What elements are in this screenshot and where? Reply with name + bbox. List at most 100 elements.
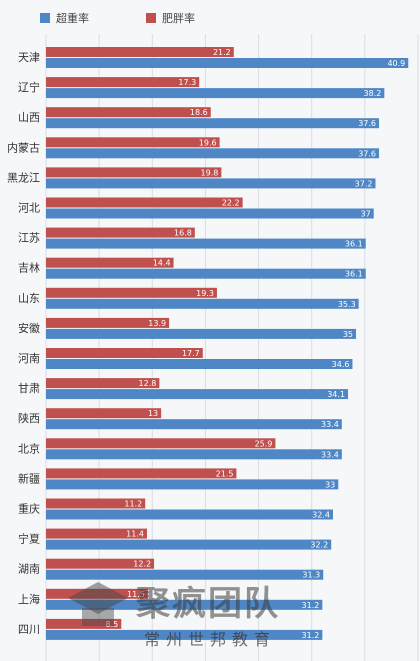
- bar-obesity: [46, 287, 217, 298]
- data-label-obesity: 13: [148, 409, 158, 418]
- data-label-overweight: 31.2: [302, 631, 320, 640]
- bar-overweight: [46, 88, 385, 99]
- legend-swatch-overweight: [40, 13, 50, 23]
- bar-obesity: [46, 468, 237, 479]
- data-label-overweight: 31.3: [302, 571, 320, 580]
- bar-obesity: [46, 167, 222, 178]
- data-label-overweight: 33: [325, 480, 335, 489]
- bar-obesity: [46, 317, 170, 328]
- category-label: 北京: [18, 441, 40, 455]
- bar-overweight: [46, 178, 376, 189]
- category-label: 宁夏: [18, 532, 40, 546]
- category-label: 湖南: [18, 563, 40, 576]
- data-label-obesity: 12.2: [133, 560, 151, 569]
- category-label: 黑龙江: [7, 171, 40, 184]
- bar-overweight: [46, 389, 349, 400]
- data-label-obesity: 11.4: [126, 530, 144, 539]
- data-label-obesity: 22.2: [222, 199, 240, 208]
- bar-obesity: [46, 137, 220, 148]
- category-label: 上海: [18, 592, 40, 606]
- bar-overweight: [46, 569, 324, 580]
- bar-obesity: [46, 498, 146, 509]
- bar-overweight: [46, 298, 359, 309]
- bar-overweight: [46, 419, 342, 430]
- category-label: 江苏: [18, 232, 40, 245]
- bar-overweight: [46, 599, 323, 610]
- data-label-obesity: 11.2: [124, 500, 142, 509]
- data-label-obesity: 8.5: [106, 620, 119, 629]
- bar-obesity: [46, 197, 243, 208]
- bar-obesity: [46, 528, 147, 539]
- data-label-obesity: 17.3: [178, 78, 196, 87]
- legend-item-obesity: 肥胖率: [146, 10, 195, 26]
- data-label-overweight: 37.2: [355, 179, 373, 188]
- data-label-overweight: 37: [361, 210, 371, 219]
- data-label-obesity: 25.9: [255, 439, 273, 448]
- legend-label-overweight: 超重率: [56, 12, 89, 25]
- category-label: 山东: [18, 292, 40, 305]
- legend-swatch-obesity: [146, 13, 156, 23]
- bar-overweight: [46, 118, 380, 129]
- bar-overweight: [46, 479, 339, 490]
- data-label-obesity: 17.7: [182, 349, 200, 358]
- data-label-overweight: 33.4: [321, 450, 339, 459]
- data-label-obesity: 21.2: [213, 48, 231, 57]
- category-label: 吉林: [18, 261, 40, 275]
- data-label-overweight: 37.6: [358, 119, 376, 128]
- data-label-overweight: 35.3: [338, 300, 356, 309]
- bar-overweight: [46, 629, 323, 640]
- bar-overweight: [46, 328, 356, 339]
- bar-obesity: [46, 378, 160, 389]
- bar-overweight: [46, 268, 366, 279]
- legend: 超重率 肥胖率: [0, 10, 420, 28]
- category-label: 新疆: [18, 471, 40, 485]
- category-label: 辽宁: [18, 80, 40, 94]
- data-label-obesity: 19.6: [199, 138, 217, 147]
- bar-overweight: [46, 539, 332, 550]
- bar-obesity: [46, 438, 276, 449]
- bar-overweight: [46, 238, 366, 249]
- legend-label-obesity: 肥胖率: [162, 12, 195, 25]
- bar-overweight: [46, 359, 353, 369]
- data-label-overweight: 38.2: [364, 89, 382, 98]
- bar-obesity: [46, 348, 203, 358]
- category-label: 甘肃: [18, 382, 40, 395]
- data-label-obesity: 19.8: [201, 168, 219, 177]
- data-label-obesity: 19.3: [196, 289, 214, 298]
- bar-obesity: [46, 47, 234, 57]
- category-label: 安徽: [18, 321, 40, 335]
- legend-item-overweight: 超重率: [40, 10, 89, 26]
- data-label-obesity: 16.8: [174, 229, 192, 238]
- data-label-obesity: 12.8: [139, 379, 157, 388]
- bar-overweight: [46, 148, 380, 159]
- data-label-overweight: 32.4: [312, 511, 330, 520]
- data-label-overweight: 32.2: [310, 541, 328, 550]
- bar-obesity: [46, 227, 195, 238]
- category-label: 四川: [18, 623, 40, 636]
- data-label-overweight: 36.1: [345, 240, 363, 249]
- data-label-obesity: 13.9: [148, 319, 166, 328]
- data-label-overweight: 34.6: [332, 360, 350, 369]
- data-label-overweight: 37.6: [358, 149, 376, 158]
- data-label-obesity: 18.6: [190, 108, 208, 117]
- data-label-overweight: 40.9: [387, 59, 405, 68]
- data-label-obesity: 11.5: [127, 590, 145, 599]
- category-label: 山西: [18, 111, 40, 124]
- bar-obesity: [46, 618, 122, 629]
- data-label-obesity: 14.4: [153, 259, 171, 268]
- data-label-obesity: 21.5: [216, 469, 234, 478]
- category-label: 陕西: [18, 411, 40, 425]
- category-label: 重庆: [18, 502, 40, 516]
- data-label-overweight: 31.2: [302, 601, 320, 610]
- bar-obesity: [46, 77, 200, 88]
- bar-obesity: [46, 408, 162, 419]
- bar-overweight: [46, 509, 333, 520]
- bar-obesity: [46, 257, 174, 268]
- category-label: 天津: [18, 51, 40, 64]
- data-label-overweight: 34.1: [327, 390, 345, 399]
- data-label-overweight: 33.4: [321, 420, 339, 429]
- category-label: 河北: [18, 202, 40, 215]
- bar-obesity: [46, 107, 211, 118]
- bar-overweight: [46, 449, 342, 460]
